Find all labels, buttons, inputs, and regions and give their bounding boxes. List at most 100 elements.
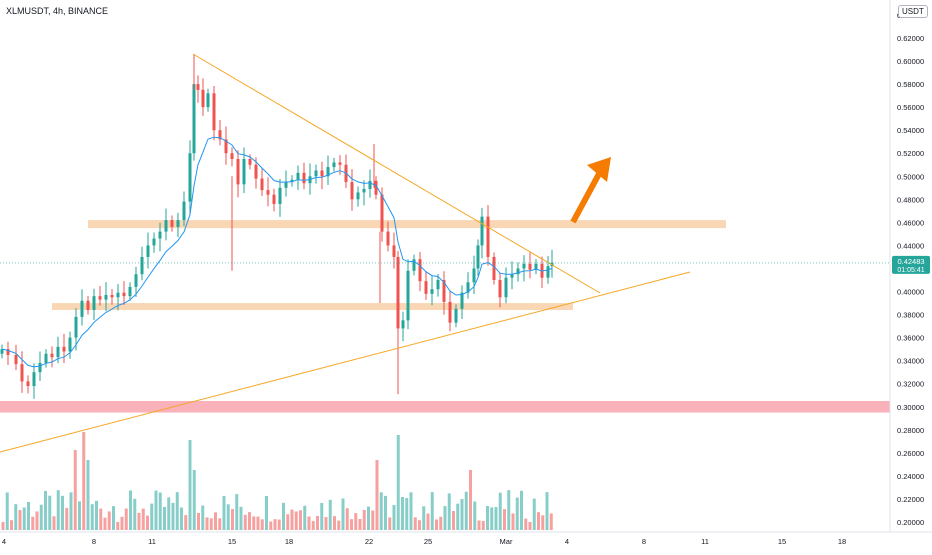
volume-bar	[294, 511, 298, 530]
volume-bar	[214, 512, 217, 530]
volume-bar	[90, 504, 94, 530]
volume-bar	[116, 521, 120, 530]
volume-bar	[269, 521, 273, 530]
volume-bar	[392, 505, 396, 530]
candle	[0, 349, 4, 354]
support-zone	[52, 303, 573, 310]
candle	[152, 238, 156, 246]
candle	[248, 159, 252, 165]
volume-bar	[175, 492, 179, 530]
candle	[480, 216, 484, 246]
candle	[170, 220, 174, 227]
candle	[206, 93, 210, 108]
volume-bar	[469, 470, 472, 530]
volume-bar	[320, 502, 324, 530]
symbol-title: XLMUSDT, 4h, BINANCE	[6, 6, 109, 16]
candle	[396, 256, 400, 329]
candle	[302, 172, 306, 184]
candle	[68, 337, 72, 352]
candle	[368, 180, 372, 189]
volume-bar	[371, 510, 375, 530]
volume-bar	[82, 432, 86, 530]
volume-bar	[167, 497, 171, 530]
candle	[546, 266, 550, 278]
volume-bar	[396, 435, 400, 530]
candle	[110, 294, 114, 298]
volume-bar	[350, 519, 353, 530]
price-tick-label: 0.20000	[897, 518, 924, 527]
candle	[134, 274, 138, 287]
price-tick-label: 0.36000	[897, 334, 924, 343]
volume-bar	[260, 519, 264, 530]
breakout-arrow	[570, 170, 603, 224]
price-tick-label: 0.62000	[897, 34, 924, 43]
volume-bar	[486, 506, 489, 530]
volume-bar	[520, 490, 523, 530]
volume-bar	[52, 516, 56, 530]
candle	[278, 187, 282, 204]
volume-bar	[379, 492, 383, 530]
candle	[44, 353, 48, 363]
candle	[98, 296, 102, 300]
volume-bar	[235, 494, 239, 530]
volume-bar	[447, 493, 451, 530]
volume-bar	[14, 504, 18, 530]
volume-bar	[532, 498, 536, 530]
volume-bar	[362, 509, 366, 530]
current-price-countdown: 01:05:41	[897, 267, 924, 274]
volume-bar	[31, 516, 35, 530]
candle	[380, 194, 384, 232]
candle	[192, 84, 196, 154]
candle	[20, 364, 24, 382]
currency-badge[interactable]: USDT	[898, 5, 928, 18]
candle	[401, 320, 405, 329]
price-tick-label: 0.60000	[897, 57, 924, 66]
time-tick-label: 11	[148, 537, 156, 546]
volume-bar	[405, 497, 409, 530]
volume-bar	[248, 512, 251, 530]
volume-bar	[528, 521, 532, 530]
candle	[14, 354, 18, 365]
volume-bar	[252, 516, 256, 530]
candle	[56, 346, 60, 358]
price-tick-label: 0.56000	[897, 103, 924, 112]
volume-bar	[545, 492, 549, 530]
price-tick-label: 0.44000	[897, 241, 924, 250]
volume-bar	[197, 512, 200, 530]
candle	[182, 201, 186, 221]
volume-bar	[452, 511, 455, 530]
price-tick-label: 0.40000	[897, 288, 924, 297]
volume-bar	[201, 505, 205, 530]
candle	[516, 268, 520, 275]
volume-bar	[439, 516, 443, 530]
candle	[196, 84, 200, 90]
price-tick-label: 0.58000	[897, 80, 924, 89]
volume-bar	[481, 520, 485, 530]
volume-bar	[354, 513, 358, 530]
candle	[284, 182, 288, 188]
candle	[424, 281, 428, 294]
volume-bar	[286, 514, 290, 530]
volume-bar	[39, 504, 43, 530]
candle	[236, 159, 240, 185]
candle	[158, 231, 162, 239]
ascending-trendline	[0, 271, 691, 453]
candle	[176, 220, 180, 227]
candle	[386, 231, 390, 246]
volume-bar	[464, 491, 468, 530]
price-tick-label: 0.32000	[897, 380, 924, 389]
volume-bar	[61, 495, 64, 530]
candle	[350, 182, 354, 200]
current-price-value: 0.42483	[897, 257, 924, 266]
volume-bar	[171, 502, 175, 530]
volume-bar	[549, 513, 553, 530]
candle	[254, 164, 258, 179]
candle	[266, 190, 270, 195]
volume-bar	[150, 503, 154, 530]
volume-bar	[328, 499, 332, 530]
volume-bar	[490, 507, 494, 530]
candle	[374, 180, 378, 195]
candle	[472, 268, 476, 283]
